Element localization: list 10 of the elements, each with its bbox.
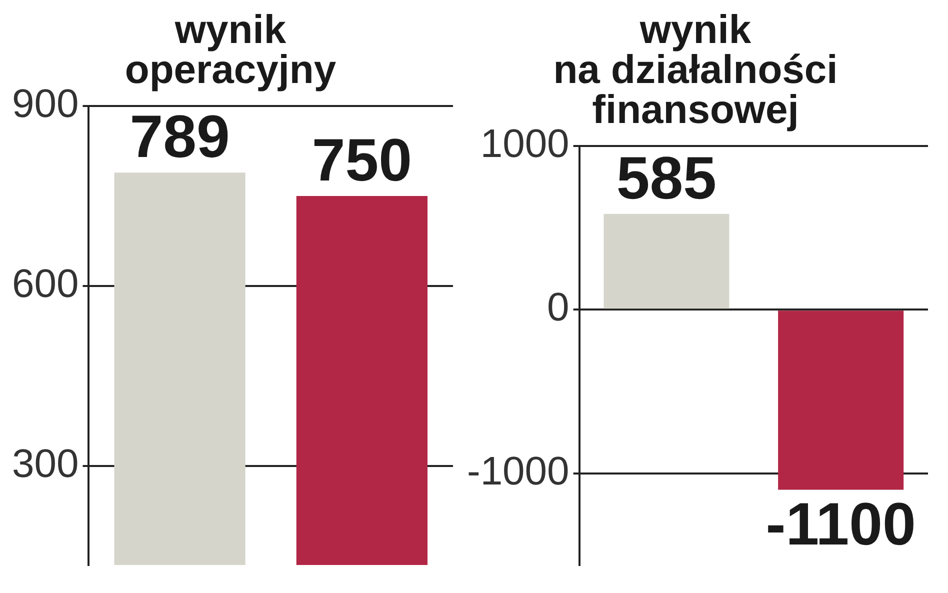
y-tick-label: 600 — [12, 262, 79, 306]
data-label: 585 — [616, 144, 717, 212]
y-tick-label: 300 — [12, 442, 79, 486]
data-label: 750 — [312, 126, 412, 194]
y-tick-label: -1000 — [466, 449, 570, 494]
data-label: 789 — [130, 103, 230, 170]
y-tick-label: 900 — [12, 82, 79, 126]
data-label: -1100 — [766, 490, 916, 558]
chart-title: wynik operacyjny — [124, 8, 337, 92]
y-tick-label: 0 — [547, 286, 570, 330]
